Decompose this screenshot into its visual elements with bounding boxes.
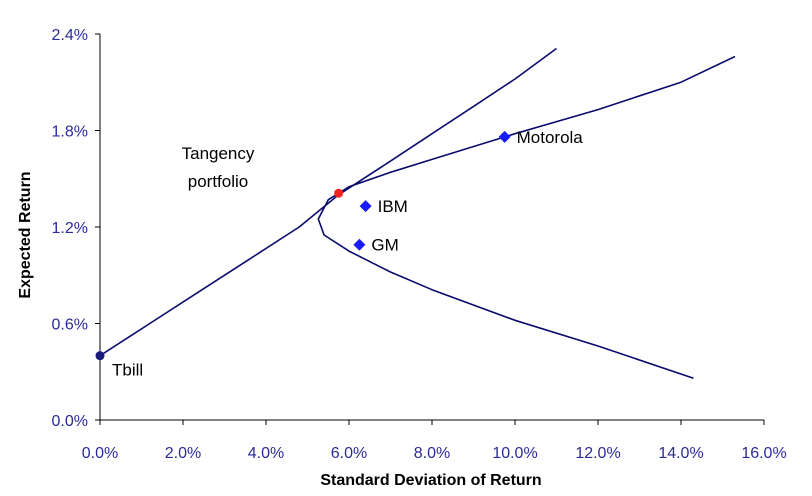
x-axis-title: Standard Deviation of Return bbox=[320, 472, 541, 489]
x-tick-label: 16.0% bbox=[741, 445, 786, 462]
motorola-label: Motorola bbox=[517, 128, 584, 147]
tangency-portfolio-point bbox=[334, 188, 344, 198]
x-tick-label: 4.0% bbox=[248, 445, 284, 462]
x-tick-label: 8.0% bbox=[414, 445, 450, 462]
y-tick-label: 1.8% bbox=[52, 124, 88, 141]
x-tick-label: 6.0% bbox=[331, 445, 367, 462]
y-axis-ticks: 0.0% 0.6% 1.2% 1.8% 2.4% bbox=[52, 27, 100, 430]
x-tick-label: 14.0% bbox=[658, 445, 703, 462]
x-axis-ticks: 0.0% 2.0% 4.0% 6.0% 8.0% 10.0% 12.0% 14.0% 16.0% bbox=[82, 420, 787, 462]
points-layer: Tbill IBM GM Motorola bbox=[95, 128, 584, 380]
tangency-annotation-line-1: Tangency bbox=[182, 144, 255, 163]
axes bbox=[99, 34, 764, 421]
series-layer bbox=[99, 47, 736, 379]
x-tick-label: 12.0% bbox=[575, 445, 620, 462]
x-tick-label: 0.0% bbox=[82, 445, 118, 462]
tbill-label: Tbill bbox=[112, 361, 143, 380]
efficient-frontier-curve bbox=[317, 55, 736, 379]
y-tick-label: 2.4% bbox=[52, 27, 88, 44]
x-tick-label: 2.0% bbox=[165, 445, 201, 462]
y-tick-label: 1.2% bbox=[52, 220, 88, 237]
motorola-point bbox=[498, 130, 511, 143]
y-axis-title: Expected Return bbox=[17, 171, 34, 298]
y-tick-label: 0.0% bbox=[52, 413, 88, 430]
ibm-label: IBM bbox=[378, 197, 408, 216]
tbill-point bbox=[95, 351, 105, 361]
gm-label: GM bbox=[371, 236, 398, 255]
x-tick-label: 10.0% bbox=[492, 445, 537, 462]
y-tick-label: 0.6% bbox=[52, 317, 88, 334]
gm-point bbox=[353, 238, 366, 251]
ibm-point bbox=[359, 200, 372, 213]
tangency-annotation-line-2: portfolio bbox=[188, 172, 248, 191]
